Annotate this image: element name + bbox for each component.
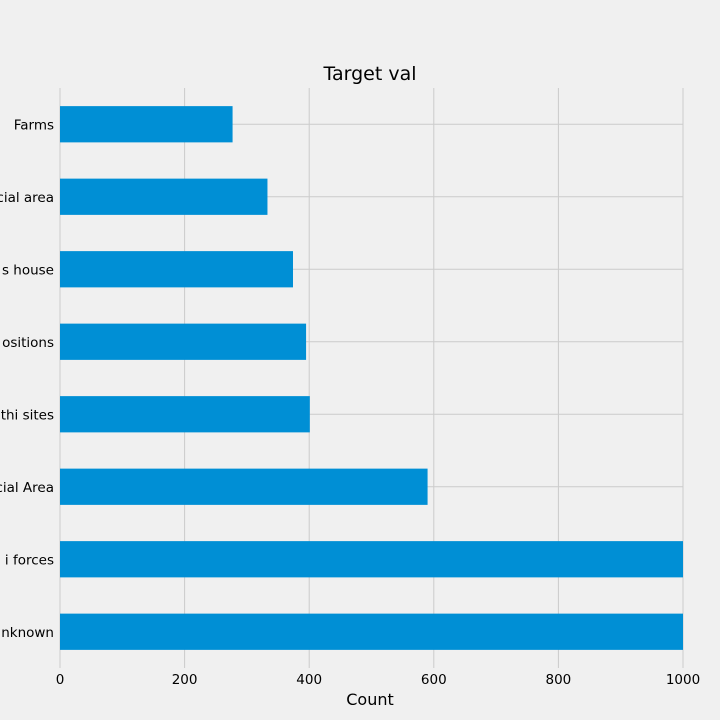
x-tick-label: 200 xyxy=(172,672,198,688)
y-tick-label: Farms xyxy=(14,117,54,133)
bar xyxy=(60,323,307,360)
y-tick-label: s house xyxy=(2,262,54,278)
y-tick-labels: Farms cial area s house ositions thi sites ci… xyxy=(0,117,54,641)
y-tick-label: cial Area xyxy=(0,480,54,496)
bar xyxy=(60,613,683,650)
y-tick-label: i forces xyxy=(5,552,54,568)
bars xyxy=(60,106,683,650)
x-tick-label: 0 xyxy=(56,672,65,688)
y-tick-label: thi sites xyxy=(1,407,54,423)
y-tick-label: ositions xyxy=(2,335,54,351)
y-tick-label: nknown xyxy=(1,625,54,641)
bar xyxy=(60,396,310,433)
x-axis-label: Count xyxy=(346,690,394,709)
bar xyxy=(60,106,233,143)
x-tick-label: 800 xyxy=(546,672,572,688)
x-tick-label: 1000 xyxy=(666,672,700,688)
bar xyxy=(60,468,428,505)
chart-title: Target val xyxy=(323,63,417,85)
x-tick-label: 600 xyxy=(421,672,447,688)
x-tick-labels: 0 200 400 600 800 1000 xyxy=(56,672,700,688)
bar xyxy=(60,178,268,215)
bar xyxy=(60,541,683,578)
bar xyxy=(60,251,294,288)
y-tick-label: cial area xyxy=(0,190,54,206)
x-tick-label: 400 xyxy=(296,672,322,688)
